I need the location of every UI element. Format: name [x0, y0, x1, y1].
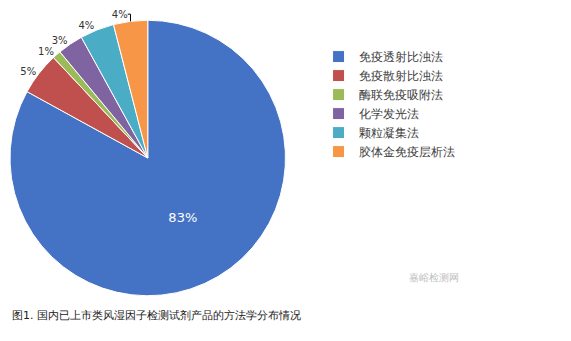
- svg-text:83%: 83%: [168, 210, 197, 225]
- svg-text:3%: 3%: [52, 35, 68, 46]
- svg-text:4%: 4%: [78, 20, 94, 31]
- svg-text:颗粒凝集法: 颗粒凝集法: [359, 126, 419, 140]
- svg-text:图1. 国内已上市类风湿因子检测试剂产品的方法学分布情况: 图1. 国内已上市类风湿因子检测试剂产品的方法学分布情况: [12, 309, 301, 322]
- svg-text:化学发光法: 化学发光法: [359, 107, 419, 121]
- svg-text:免疫透射比浊法: 免疫透射比浊法: [359, 50, 443, 64]
- svg-text:1%: 1%: [38, 46, 54, 57]
- svg-text:胶体金免疫层析法: 胶体金免疫层析法: [359, 145, 455, 159]
- svg-text:免疫散射比浊法: 免疫散射比浊法: [359, 69, 443, 83]
- svg-text:酶联免疫吸附法: 酶联免疫吸附法: [359, 88, 443, 102]
- svg-text:5%: 5%: [20, 66, 36, 77]
- svg-text:嘉峪检测网: 嘉峪检测网: [409, 272, 459, 283]
- svg-text:4%: 4%: [112, 9, 128, 20]
